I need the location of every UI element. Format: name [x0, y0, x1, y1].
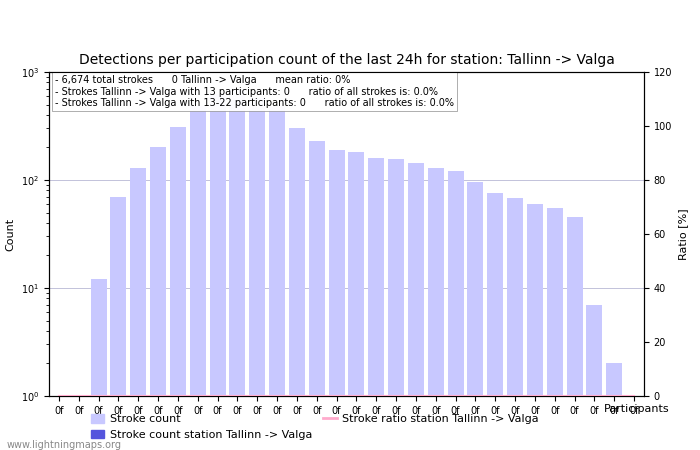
Bar [249, 98, 265, 450]
Stroke ratio station Tallinn -> Valga [293, 393, 301, 399]
Bar [269, 107, 285, 450]
Bar [130, 168, 146, 450]
Stroke ratio station Tallinn -> Valga [511, 393, 519, 399]
Stroke ratio station Tallinn -> Valga [114, 393, 122, 399]
Stroke ratio station Tallinn -> Valga [332, 393, 341, 399]
Bar [51, 396, 67, 450]
Stroke ratio station Tallinn -> Valga [174, 393, 182, 399]
Bar [210, 94, 225, 450]
Bar [388, 159, 404, 450]
Stroke ratio station Tallinn -> Valga [55, 393, 63, 399]
Stroke ratio station Tallinn -> Valga [452, 393, 460, 399]
Bar [91, 279, 106, 450]
Stroke ratio station Tallinn -> Valga [590, 393, 598, 399]
Bar [111, 197, 127, 450]
Stroke ratio station Tallinn -> Valga [372, 393, 381, 399]
Bar [289, 128, 305, 450]
Title: Detections per participation count of the last 24h for station: Tallinn -> Valga: Detections per participation count of th… [78, 53, 615, 67]
Bar [507, 198, 523, 450]
Legend: Stroke count, Stroke count station Tallinn -> Valga, Stroke ratio station Tallin: Stroke count, Stroke count station Talli… [87, 410, 543, 445]
Bar [190, 107, 206, 450]
Stroke ratio station Tallinn -> Valga [273, 393, 281, 399]
Stroke ratio station Tallinn -> Valga [352, 393, 361, 399]
Bar [71, 396, 87, 450]
Stroke ratio station Tallinn -> Valga [431, 393, 440, 399]
Bar [329, 150, 344, 450]
Bar [487, 194, 503, 450]
Stroke ratio station Tallinn -> Valga [630, 393, 638, 399]
Stroke ratio station Tallinn -> Valga [412, 393, 420, 399]
Y-axis label: Ratio [%]: Ratio [%] [678, 208, 688, 260]
Bar [448, 171, 463, 450]
Stroke ratio station Tallinn -> Valga [193, 393, 202, 399]
Stroke ratio station Tallinn -> Valga [214, 393, 222, 399]
Stroke ratio station Tallinn -> Valga [392, 393, 400, 399]
Bar [468, 182, 483, 450]
Bar [527, 204, 543, 450]
Stroke ratio station Tallinn -> Valga [610, 393, 618, 399]
Stroke ratio station Tallinn -> Valga [471, 393, 480, 399]
Stroke ratio station Tallinn -> Valga [491, 393, 500, 399]
Bar [547, 208, 563, 450]
Bar [626, 396, 642, 450]
Bar [349, 153, 365, 450]
Text: - 6,674 total strokes      0 Tallinn -> Valga      mean ratio: 0%
- Strokes Tall: - 6,674 total strokes 0 Tallinn -> Valga… [55, 75, 454, 108]
Stroke ratio station Tallinn -> Valga [550, 393, 559, 399]
Stroke ratio station Tallinn -> Valga [74, 393, 83, 399]
Stroke ratio station Tallinn -> Valga [233, 393, 242, 399]
Bar [606, 364, 622, 450]
Stroke ratio station Tallinn -> Valga [134, 393, 143, 399]
Text: Participants: Participants [604, 404, 670, 414]
Bar [626, 396, 642, 450]
Stroke ratio station Tallinn -> Valga [531, 393, 539, 399]
Bar [428, 168, 444, 450]
Stroke ratio station Tallinn -> Valga [94, 393, 103, 399]
Y-axis label: Count: Count [6, 217, 15, 251]
Text: www.lightningmaps.org: www.lightningmaps.org [7, 440, 122, 450]
Bar [408, 162, 424, 450]
Bar [587, 305, 602, 450]
Stroke ratio station Tallinn -> Valga [570, 393, 579, 399]
Bar [368, 158, 384, 450]
Bar [150, 148, 166, 450]
Bar [170, 127, 186, 450]
Stroke ratio station Tallinn -> Valga [253, 393, 262, 399]
Stroke ratio station Tallinn -> Valga [312, 393, 321, 399]
Bar [230, 89, 246, 450]
Bar [567, 217, 582, 450]
Bar [309, 141, 325, 450]
Stroke ratio station Tallinn -> Valga [154, 393, 162, 399]
